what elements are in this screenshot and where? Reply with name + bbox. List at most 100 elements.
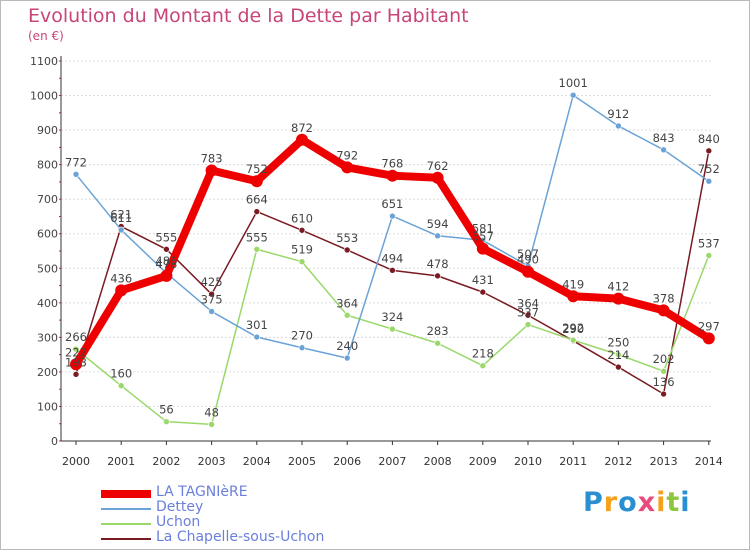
x-tick-label: 2014 (695, 455, 723, 468)
data-label: 768 (381, 157, 403, 171)
data-label: 250 (607, 336, 629, 350)
logo-letter: o (618, 487, 638, 518)
logo-letter: x (637, 487, 657, 518)
data-point (660, 146, 667, 154)
data-point (208, 290, 215, 298)
data-label: 48 (204, 405, 219, 419)
y-tick-label: 600 (37, 228, 58, 241)
y-tick-label: 400 (37, 297, 58, 310)
x-tick-label: 2011 (559, 455, 587, 468)
data-point (208, 421, 215, 428)
y-tick-label: 1000 (30, 90, 58, 103)
data-label: 507 (517, 247, 539, 261)
data-point (253, 245, 261, 253)
data-label: 337 (517, 306, 539, 320)
data-point (660, 390, 667, 398)
series-layer (70, 91, 715, 428)
data-point (386, 169, 399, 182)
chart-unit: (en €) (28, 29, 64, 43)
data-label: 214 (607, 348, 629, 362)
data-point (117, 226, 125, 234)
logo-letter: i (656, 487, 667, 518)
y-tick-label: 100 (37, 400, 58, 413)
y-tick-label: 800 (37, 159, 58, 172)
data-label: 292 (562, 321, 584, 335)
legend-label: LA TAGNIèRE (156, 484, 248, 500)
data-point (567, 290, 580, 303)
logo-letter: t (666, 487, 681, 518)
data-point (569, 91, 577, 99)
data-point (434, 272, 441, 280)
y-tick-label: 500 (37, 262, 58, 275)
data-point (115, 284, 128, 297)
x-tick-label: 2002 (152, 455, 180, 468)
logo-letter: i (680, 487, 691, 518)
x-tick-label: 2010 (514, 455, 542, 468)
data-label: 752 (246, 162, 268, 176)
legend-label: Uchon (156, 514, 201, 530)
data-point (70, 358, 82, 371)
data-label: 364 (517, 296, 539, 310)
data-point (705, 252, 713, 259)
x-tick-label: 2013 (650, 455, 678, 468)
y-tick-label: 300 (37, 331, 58, 344)
data-label: 266 (65, 330, 87, 344)
y-tick-label: 0 (51, 435, 58, 448)
data-point (522, 265, 534, 278)
data-point (253, 333, 261, 341)
data-point (431, 171, 444, 184)
data-point (479, 288, 487, 296)
logo-letter: P (583, 487, 604, 518)
data-label: 872 (291, 121, 313, 135)
data-point (660, 367, 667, 375)
data-point (615, 363, 622, 371)
data-label: 840 (698, 132, 720, 146)
data-label: 555 (246, 230, 268, 244)
data-label: 270 (291, 329, 313, 343)
grid-layer (61, 60, 711, 442)
legend-swatch (101, 490, 151, 498)
data-point (343, 246, 351, 254)
y-tick-label: 700 (37, 193, 58, 206)
y-tick-label: 900 (37, 124, 58, 137)
data-label: 494 (381, 251, 403, 265)
data-point (615, 351, 622, 358)
data-point (389, 267, 396, 274)
data-point (205, 164, 218, 177)
data-point (476, 242, 489, 255)
data-label: 912 (607, 107, 629, 121)
data-label: 555 (155, 230, 177, 244)
data-point (612, 292, 625, 305)
proxiti-logo: Proxiti (583, 487, 691, 518)
logo-letter: r (603, 487, 619, 518)
data-label: 297 (698, 319, 720, 333)
x-tick-label: 2005 (288, 455, 316, 468)
data-label: 324 (381, 310, 403, 324)
data-point (479, 362, 487, 369)
legend-swatch (101, 538, 151, 540)
data-point (434, 232, 441, 240)
data-label: 490 (517, 253, 539, 267)
data-label: 478 (155, 257, 177, 271)
data-label: 783 (201, 152, 223, 166)
data-label: 431 (472, 273, 494, 287)
data-label: 301 (246, 318, 268, 332)
data-label: 240 (336, 339, 358, 353)
data-point (163, 418, 170, 425)
data-point (72, 345, 80, 353)
data-label: 581 (472, 221, 494, 235)
data-point (72, 371, 80, 378)
data-point (615, 122, 622, 130)
legend-label: La Chapelle-sous-Uchon (156, 529, 325, 545)
data-label: 375 (201, 292, 223, 306)
data-point (298, 226, 306, 234)
data-label: 792 (336, 148, 358, 162)
data-label: 762 (427, 159, 449, 173)
data-label: 419 (562, 277, 584, 291)
data-point (389, 212, 396, 220)
data-point (343, 311, 351, 319)
data-label: 594 (427, 217, 449, 231)
data-label: 557 (472, 230, 494, 244)
